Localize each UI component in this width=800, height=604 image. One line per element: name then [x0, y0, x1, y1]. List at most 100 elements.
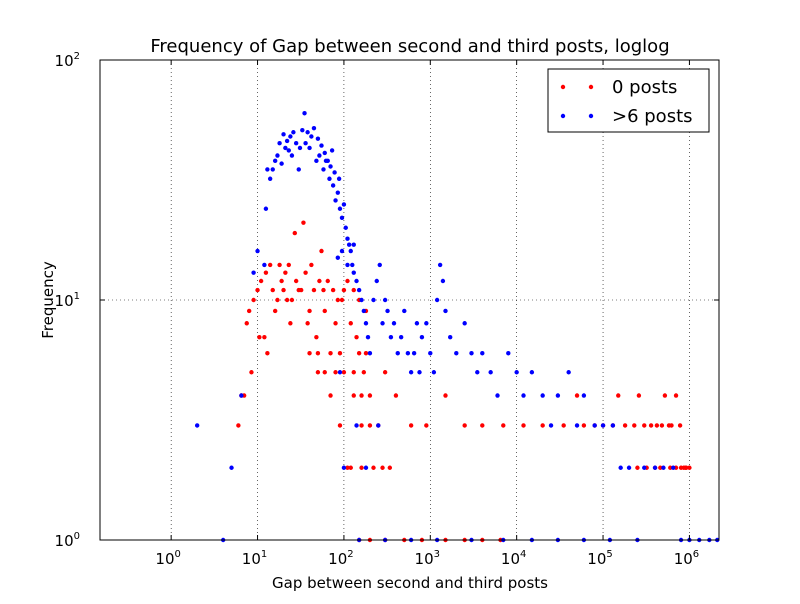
data-point — [529, 370, 535, 375]
data-point — [341, 287, 347, 293]
data-point — [495, 393, 500, 398]
data-point — [335, 297, 341, 303]
data-point — [683, 465, 688, 470]
data-point — [348, 465, 353, 470]
data-point — [339, 248, 345, 254]
x-tick-label: 106 — [674, 549, 699, 568]
data-point — [246, 308, 252, 314]
data-point — [311, 287, 317, 293]
data-point — [354, 278, 359, 284]
chart-title: Frequency of Gap between second and thir… — [150, 36, 669, 57]
x-axis-label: Gap between second and third posts — [272, 574, 548, 592]
data-point — [480, 351, 485, 356]
data-point — [348, 248, 353, 254]
data-point — [462, 321, 467, 326]
data-point — [351, 370, 356, 375]
data-point — [335, 255, 341, 260]
x-tick-exponent: 6 — [693, 549, 699, 560]
data-point — [314, 334, 319, 340]
y-tick-label: 100 — [55, 531, 80, 550]
y-tick-exponent: 1 — [74, 291, 80, 302]
data-point — [315, 370, 321, 375]
data-point — [385, 308, 390, 314]
data-point — [311, 125, 317, 131]
data-point — [315, 136, 321, 141]
data-point — [367, 423, 373, 428]
data-point — [272, 158, 278, 164]
data-point — [506, 351, 511, 356]
data-point — [319, 143, 324, 148]
data-point — [275, 153, 280, 158]
data-point — [548, 423, 554, 428]
data-point — [251, 270, 256, 275]
data-point — [307, 308, 312, 314]
x-tick-exponent: 3 — [434, 549, 440, 560]
legend-label: 0 posts — [612, 77, 677, 98]
x-tick-base: 10 — [674, 550, 693, 568]
data-point — [376, 423, 381, 428]
data-point — [277, 141, 282, 146]
data-point — [289, 297, 295, 303]
data-point — [297, 145, 303, 151]
data-point — [380, 465, 385, 470]
data-point — [288, 321, 293, 326]
legend-marker — [560, 84, 566, 90]
data-point — [262, 262, 267, 268]
data-point — [262, 334, 267, 340]
data-point — [462, 423, 467, 428]
data-point — [309, 134, 314, 139]
data-point — [284, 297, 290, 303]
data-point — [346, 242, 352, 247]
data-point — [652, 465, 658, 470]
legend-marker — [588, 113, 594, 119]
x-tick-base: 10 — [587, 550, 606, 568]
data-point — [398, 334, 404, 340]
data-point — [341, 370, 347, 375]
y-tick-exponent: 2 — [74, 51, 80, 62]
data-point — [424, 321, 429, 326]
data-point — [521, 423, 526, 428]
legend: 0 posts >6 posts — [547, 68, 710, 133]
data-point — [307, 145, 312, 151]
data-point — [270, 167, 275, 172]
data-point — [367, 351, 373, 356]
data-point — [408, 370, 414, 375]
data-point — [648, 423, 654, 428]
data-point — [317, 278, 322, 284]
data-point — [419, 334, 425, 340]
data-point — [424, 423, 429, 428]
data-point — [626, 465, 632, 470]
data-point — [359, 297, 364, 303]
data-point — [337, 206, 343, 211]
data-point — [249, 370, 254, 375]
data-point — [402, 308, 407, 314]
data-point — [337, 370, 343, 375]
y-tick-base: 10 — [55, 532, 74, 550]
data-point — [382, 297, 388, 303]
data-point — [592, 423, 597, 428]
data-point — [365, 334, 371, 340]
data-point — [540, 393, 545, 398]
plot-area — [100, 60, 719, 540]
x-tick-label: 100 — [155, 549, 180, 568]
data-point — [345, 465, 350, 470]
data-point — [309, 262, 314, 268]
data-point — [239, 393, 244, 398]
x-tick-exponent: 4 — [520, 549, 526, 560]
data-point — [258, 278, 264, 284]
y-tick-base: 10 — [55, 292, 74, 310]
data-point — [367, 393, 373, 398]
x-tick-label: 104 — [501, 549, 526, 568]
data-point — [322, 150, 327, 156]
data-point — [671, 465, 676, 470]
y-tick-label: 102 — [55, 51, 80, 70]
data-point — [335, 190, 341, 195]
data-point — [561, 423, 566, 428]
data-point — [363, 321, 369, 326]
data-point — [267, 262, 273, 268]
data-point — [636, 393, 642, 398]
data-point — [574, 423, 580, 428]
data-point — [281, 132, 286, 137]
data-point — [395, 351, 400, 356]
